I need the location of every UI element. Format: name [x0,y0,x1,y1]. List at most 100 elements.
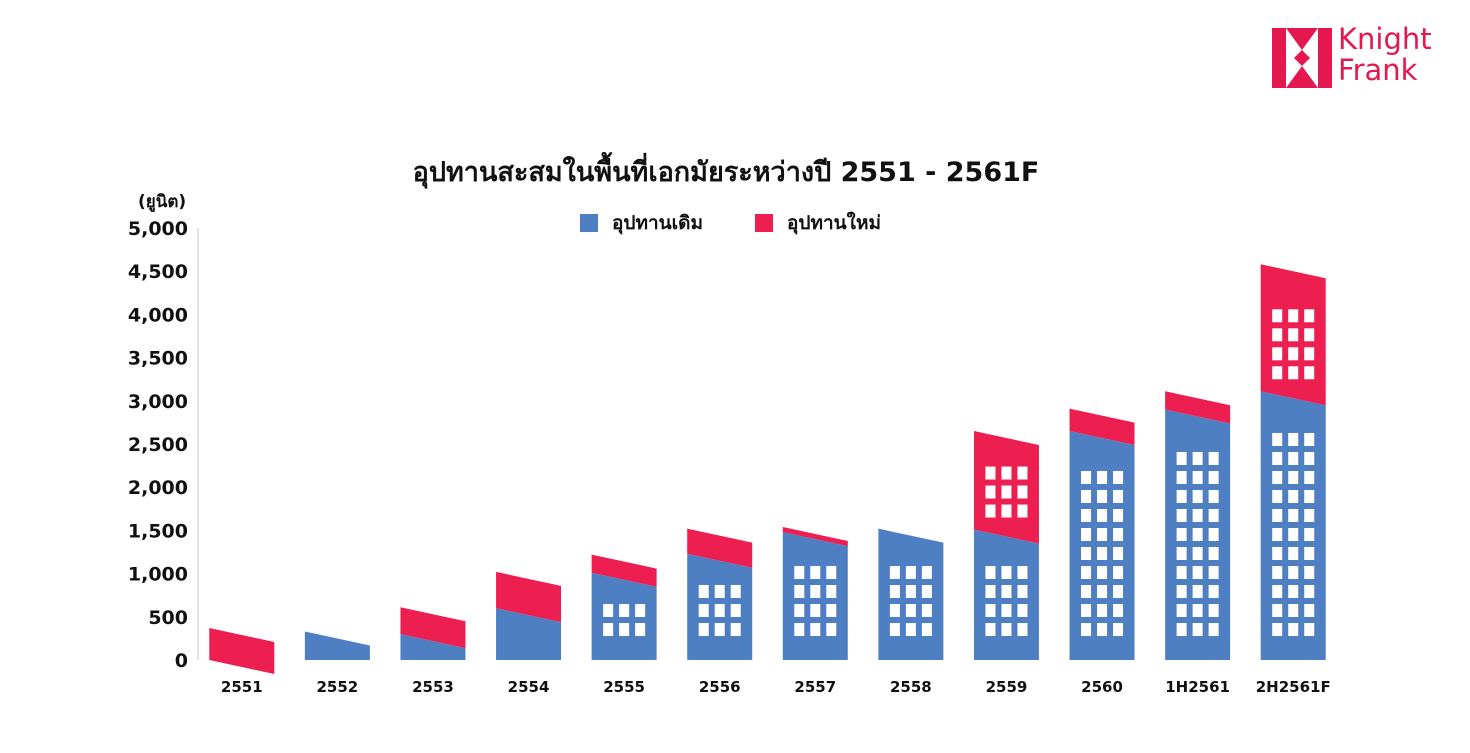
y-tick-label: 500 [148,607,188,629]
window-icon [921,585,932,598]
window-icon [698,585,709,598]
y-tick-label: 1,500 [128,520,188,542]
y-tick-label: 2,000 [128,477,188,499]
y-tick-label: 5,000 [128,218,188,240]
window-icon [1304,490,1315,503]
y-tick-label: 0 [175,650,188,672]
y-tick-label: 4,000 [128,304,188,326]
window-icon [826,566,837,579]
legend-label-new: อุปทานใหม่ [787,212,881,234]
chart-title: อุปทานสะสมในพื้นที่เอกมัยระหว่างปี 2551 … [412,157,1040,188]
x-tick-label: 2551 [221,678,263,696]
window-icon [1176,623,1187,636]
window-icon [1097,566,1108,579]
window-icon [635,604,646,617]
window-icon [826,623,837,636]
window-icon [1176,471,1187,484]
window-icon [1208,528,1219,541]
window-icon [1288,471,1299,484]
window-icon [1272,471,1283,484]
window-icon [889,623,900,636]
window-icon [1176,547,1187,560]
knight-frank-logo-icon [1272,28,1332,88]
window-icon [985,623,996,636]
window-icon [1097,528,1108,541]
window-icon [1001,485,1012,499]
window-icon [1176,528,1187,541]
window-icon [1288,528,1299,541]
x-tick-label: 2553 [412,678,454,696]
window-icon [1288,566,1299,579]
x-tick-label: 2555 [603,678,645,696]
window-icon [1081,528,1092,541]
window-icon [1272,433,1283,446]
window-icon [1304,433,1315,446]
window-icon [1081,471,1092,484]
window-icon [889,566,900,579]
window-icon [1176,452,1187,465]
window-icon [1208,547,1219,560]
window-icon [921,623,932,636]
logo-line-1: Knight [1338,22,1432,56]
window-icon [1272,347,1283,361]
window-icon [1272,528,1283,541]
bar-new-supply [1165,391,1231,424]
window-icon [1113,547,1124,560]
bar-existing-supply [1260,391,1326,660]
window-icon [1113,585,1124,598]
window-icon [1192,547,1203,560]
window-icon [1304,309,1315,323]
window-icon [1288,309,1299,323]
window-icon [1272,328,1283,342]
window-icon [905,604,916,617]
window-icon [1176,604,1187,617]
window-icon [905,566,916,579]
bar-new-supply [209,628,275,674]
y-tick-label: 3,000 [128,391,188,413]
window-icon [1001,585,1012,598]
window-icon [1097,623,1108,636]
window-icon [1113,509,1124,522]
y-tick-label: 3,500 [128,348,188,370]
window-icon [714,604,725,617]
knight-frank-logo: Knight Frank [1272,24,1452,92]
window-icon [1081,623,1092,636]
window-icon [1001,623,1012,636]
window-icon [1176,490,1187,503]
window-icon [1304,366,1315,380]
window-icon [603,623,614,636]
x-tick-label: 2552 [317,678,359,696]
window-icon [905,585,916,598]
window-icon [1208,623,1219,636]
window-icon [985,504,996,518]
bar-existing-supply [304,631,370,660]
window-icon [794,585,805,598]
bar-existing-supply [1069,431,1135,660]
window-icon [794,566,805,579]
window-icon [1288,585,1299,598]
window-icon [1176,566,1187,579]
window-icon [1288,547,1299,560]
window-icon [730,585,741,598]
window-icon [1192,490,1203,503]
legend-item-new-supply: อุปทานใหม่ [755,208,881,238]
bar-existing-supply [400,634,466,660]
window-icon [635,623,646,636]
window-icon [1017,585,1028,598]
y-tick-label: 4,500 [128,261,188,283]
window-icon [810,623,821,636]
window-icon [1288,509,1299,522]
window-icon [1017,466,1028,480]
window-icon [1208,452,1219,465]
window-icon [985,585,996,598]
bar-new-supply [496,571,562,623]
window-icon [1001,504,1012,518]
window-icon [1113,604,1124,617]
window-icon [1304,471,1315,484]
window-icon [1272,509,1283,522]
window-icon [810,604,821,617]
window-icon [1272,547,1283,560]
window-icon [1001,566,1012,579]
window-icon [1288,490,1299,503]
